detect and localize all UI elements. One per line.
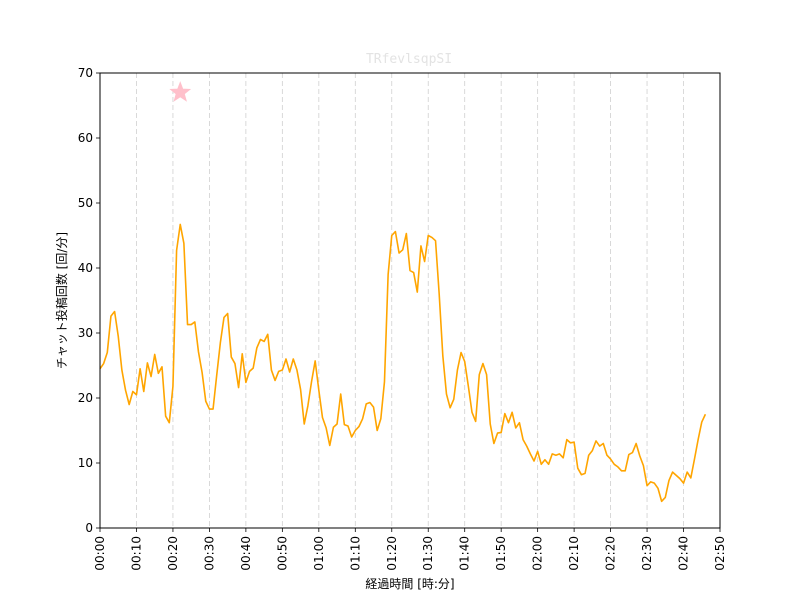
x-tick-label: 02:30 xyxy=(640,536,654,571)
y-tick-label: 0 xyxy=(85,521,93,535)
x-tick-label: 00:20 xyxy=(166,536,180,571)
plot-frame xyxy=(99,72,721,529)
x-tick-label: 00:40 xyxy=(239,536,253,571)
x-tick-label: 01:50 xyxy=(494,536,508,571)
x-tick-label: 01:10 xyxy=(348,536,362,571)
x-tick-label: 02:00 xyxy=(531,536,545,571)
x-tick-label: 02:10 xyxy=(567,536,581,571)
marker-group xyxy=(169,81,192,102)
y-tick-label: 10 xyxy=(78,456,93,470)
x-tick-label: 02:20 xyxy=(604,536,618,571)
x-tick-label: 01:30 xyxy=(421,536,435,571)
x-tick-label: 01:00 xyxy=(312,536,326,571)
series-line-0 xyxy=(99,223,707,503)
x-tick-label: 00:10 xyxy=(129,536,143,571)
y-tick-label: 50 xyxy=(78,196,93,210)
y-tick-label: 40 xyxy=(78,261,93,275)
y-axis: 0 10 20 30 40 50 60 70 xyxy=(78,66,100,535)
y-tick-label: 30 xyxy=(78,326,93,340)
series-line-group xyxy=(99,223,707,503)
grid-lines xyxy=(136,73,684,528)
chart-title: TRfevlsqpSI xyxy=(366,52,452,67)
x-tick-label: 01:20 xyxy=(385,536,399,571)
x-tick-label: 02:50 xyxy=(713,536,727,571)
y-tick-label: 70 xyxy=(78,66,93,80)
x-tick-label: 01:40 xyxy=(458,536,472,571)
x-axis-title: 経過時間 [時:分] xyxy=(365,577,454,591)
x-tick-label: 00:30 xyxy=(202,536,216,571)
x-tick-label: 00:50 xyxy=(275,536,289,571)
x-tick-label: 02:40 xyxy=(677,536,691,571)
y-tick-label: 60 xyxy=(78,131,93,145)
x-tick-label: 00:00 xyxy=(93,536,107,571)
y-axis-title: チャット投稿回数 [回/分] xyxy=(54,232,69,369)
y-tick-label: 20 xyxy=(78,391,93,405)
star-marker xyxy=(169,81,192,102)
x-axis: 00:00 00:10 00:20 00:30 00:40 00:50 01:00 01:10… xyxy=(93,528,727,571)
